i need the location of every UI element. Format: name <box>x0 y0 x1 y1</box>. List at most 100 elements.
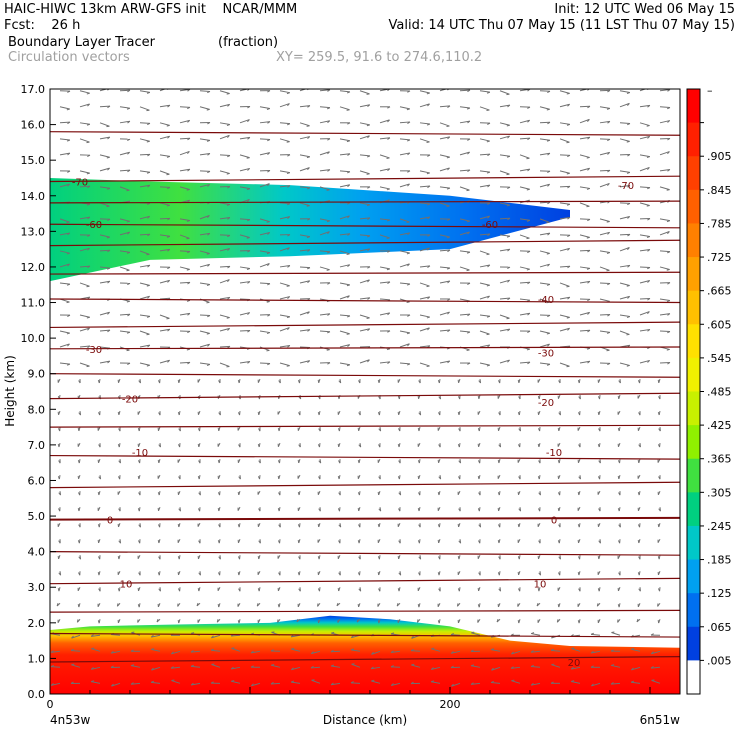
vector-arrow <box>139 330 150 335</box>
vector-arrow-head <box>98 556 101 560</box>
vector-arrow-head <box>326 349 330 351</box>
vector-arrow-head <box>626 285 630 287</box>
vector-arrow-head <box>636 618 639 623</box>
vector-arrow <box>639 280 650 284</box>
vector-arrow-head <box>157 459 160 464</box>
vector-arrow <box>339 215 350 220</box>
vector-arrow-head <box>286 141 290 143</box>
vector-arrow <box>59 121 71 124</box>
vector-arrow-head <box>667 362 671 365</box>
vector-arrow-head <box>297 539 300 544</box>
vector-arrow-head <box>86 285 90 288</box>
vector-arrow-head <box>646 204 650 207</box>
vector-arrow-head <box>646 236 651 238</box>
vector-arrow-head <box>217 460 220 464</box>
vector-arrow-head <box>137 508 140 512</box>
vector-arrow-head <box>296 618 299 623</box>
vector-arrow-head <box>138 572 141 576</box>
vector-arrow-head <box>58 572 62 576</box>
vector-arrow <box>419 362 430 367</box>
vector-arrow <box>159 104 170 108</box>
vector-arrow <box>639 328 650 332</box>
vector-arrow-head <box>606 252 611 254</box>
vector-arrow-head <box>257 588 260 592</box>
vector-arrow <box>579 266 590 269</box>
vector-arrow <box>199 314 211 317</box>
vector-arrow-head <box>657 523 660 528</box>
vector-arrow-head <box>387 106 391 109</box>
vector-arrow <box>599 250 610 253</box>
vector-arrow-head <box>418 380 421 384</box>
vector-arrow <box>99 122 110 127</box>
vector-arrow-head <box>367 104 371 108</box>
vector-arrow-head <box>117 556 120 560</box>
vector-arrow-head <box>458 508 461 512</box>
vector-arrow-head <box>307 187 311 190</box>
vector-arrow <box>419 282 430 287</box>
vector-arrow-head <box>107 280 111 284</box>
vector-arrow-head <box>286 365 290 367</box>
vector-arrow <box>239 89 250 92</box>
vector-arrow-head <box>486 364 490 367</box>
vector-arrow-head <box>547 121 551 125</box>
vector-arrow-head <box>507 279 510 283</box>
vector-arrow-head <box>447 167 450 171</box>
vector-arrow-head <box>587 312 591 315</box>
isotherm-line <box>50 346 680 350</box>
vector-arrow-head <box>667 282 671 285</box>
vector-arrow-head <box>666 269 670 271</box>
colorbar-swatch <box>687 156 700 191</box>
vector-arrow-head <box>546 332 550 335</box>
vector-arrow-head <box>218 412 221 416</box>
vector-arrow <box>159 186 171 188</box>
vector-arrow <box>239 281 250 284</box>
vector-arrow <box>339 90 350 93</box>
vector-arrow <box>559 327 570 332</box>
vector-arrow-head <box>366 155 371 158</box>
vector-arrow-head <box>437 620 440 624</box>
vector-arrow-head <box>477 604 480 608</box>
vector-arrow <box>239 119 250 124</box>
vector-arrow-head <box>496 618 499 623</box>
vector-arrow-head <box>138 524 141 528</box>
vector-arrow-head <box>267 183 270 187</box>
vector-arrow-head <box>617 460 621 464</box>
vector-arrow-head <box>167 328 171 332</box>
vector-arrow-head <box>50 664 54 668</box>
vector-arrow-head <box>237 524 240 528</box>
vector-arrow-head <box>511 679 515 682</box>
vector-arrow <box>299 249 310 252</box>
vector-arrow <box>71 634 81 639</box>
vector-arrow <box>299 154 310 158</box>
vector-arrow-head <box>411 663 415 666</box>
vector-arrow <box>531 633 541 636</box>
vector-arrow-head <box>87 247 90 251</box>
vector-arrow-head <box>446 236 450 239</box>
colorbar-swatch <box>687 324 700 359</box>
colorbar-label: .065 <box>707 621 732 634</box>
vector-arrow <box>139 362 150 366</box>
vector-arrow <box>199 330 210 334</box>
vector-arrow-head <box>506 317 510 320</box>
vector-arrow-head <box>177 444 181 448</box>
vector-arrow-head <box>378 444 381 448</box>
vector-arrow-head <box>507 248 511 252</box>
vector-arrow-head <box>207 91 211 94</box>
vector-arrow <box>439 311 450 316</box>
y-tick-label: 7.0 <box>28 439 46 452</box>
vector-arrow-head <box>206 363 211 366</box>
vector-arrow-head <box>107 167 110 171</box>
vector-arrow <box>99 266 110 269</box>
vector-arrow-head <box>226 93 230 95</box>
vector-arrow <box>119 106 130 109</box>
vector-arrow-head <box>406 301 410 303</box>
vector-arrow-head <box>227 234 231 238</box>
vector-arrow-head <box>307 218 311 221</box>
vector-arrow-head <box>287 154 291 157</box>
vector-arrow-head <box>338 540 341 544</box>
vector-arrow-head <box>97 491 100 496</box>
vector-arrow-head <box>410 648 414 652</box>
vector-arrow <box>119 250 130 253</box>
isotherm-line <box>50 424 680 428</box>
vector-arrow-head <box>397 476 400 480</box>
